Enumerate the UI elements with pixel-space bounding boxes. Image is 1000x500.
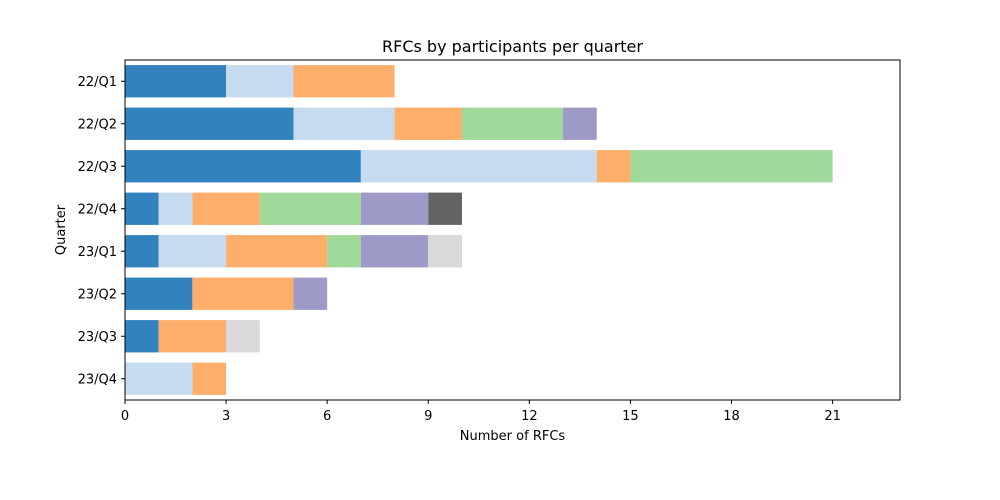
- y-axis-label: Quarter: [54, 204, 69, 255]
- y-tick-label: 22/Q1: [78, 75, 117, 90]
- x-tick-label: 9: [424, 409, 432, 424]
- bar-segment: [461, 107, 564, 140]
- bar-segment: [192, 277, 294, 310]
- bar-segment: [226, 65, 294, 98]
- bar-segment: [158, 320, 227, 353]
- bar-segment: [192, 362, 227, 395]
- chart-title: RFCs by participants per quarter: [382, 37, 643, 56]
- y-tick-label: 23/Q2: [78, 287, 117, 302]
- bar-segment: [259, 192, 361, 225]
- y-tick-label: 23/Q3: [78, 330, 117, 345]
- x-tick-label: 6: [323, 409, 331, 424]
- y-tick-label: 22/Q2: [78, 117, 117, 132]
- x-tick-label: 15: [622, 409, 639, 424]
- bar-segment: [226, 235, 328, 268]
- bar-segment: [125, 362, 193, 395]
- bar-segment: [125, 150, 361, 183]
- x-axis: 0 3 6 9 12 15 18 21: [121, 400, 841, 424]
- bar-segment: [394, 107, 462, 140]
- bar-segment: [125, 235, 159, 268]
- bar-segment: [125, 192, 159, 225]
- bar-segment: [630, 150, 833, 183]
- bar-segment: [596, 150, 631, 183]
- bar-segment: [125, 65, 227, 98]
- y-tick-label: 23/Q4: [78, 372, 117, 387]
- bar-segment: [125, 320, 159, 353]
- bar-segment: [158, 235, 227, 268]
- bar-segment: [293, 277, 328, 310]
- bar-segment: [125, 277, 193, 310]
- x-tick-label: 0: [121, 409, 129, 424]
- bar-segment: [428, 192, 462, 225]
- x-tick-label: 18: [723, 409, 740, 424]
- bar-stack: [125, 65, 833, 395]
- y-axis: 22/Q1 22/Q2 22/Q3 22/Q4 23/Q1 23/Q2 23/Q3 23/Q4: [78, 75, 125, 387]
- bar-segment: [226, 320, 260, 353]
- y-tick-label: 22/Q4: [78, 202, 117, 217]
- bar-segment: [360, 192, 429, 225]
- bar-segment: [293, 107, 395, 140]
- bar-segment: [563, 107, 597, 140]
- x-tick-label: 12: [521, 409, 538, 424]
- bar-segment: [428, 235, 462, 268]
- bar-segment: [327, 235, 361, 268]
- x-tick-label: 3: [222, 409, 230, 424]
- bar-segment: [360, 235, 429, 268]
- y-tick-label: 22/Q3: [78, 160, 117, 175]
- x-tick-label: 21: [824, 409, 841, 424]
- bar-segment: [125, 107, 294, 140]
- x-axis-label: Number of RFCs: [460, 429, 566, 444]
- bar-segment: [293, 65, 395, 98]
- bar-segment: [158, 192, 193, 225]
- plot-frame: [124, 59, 901, 401]
- bar-segment: [192, 192, 260, 225]
- bar-segment: [360, 150, 597, 183]
- y-tick-label: 23/Q1: [78, 245, 117, 260]
